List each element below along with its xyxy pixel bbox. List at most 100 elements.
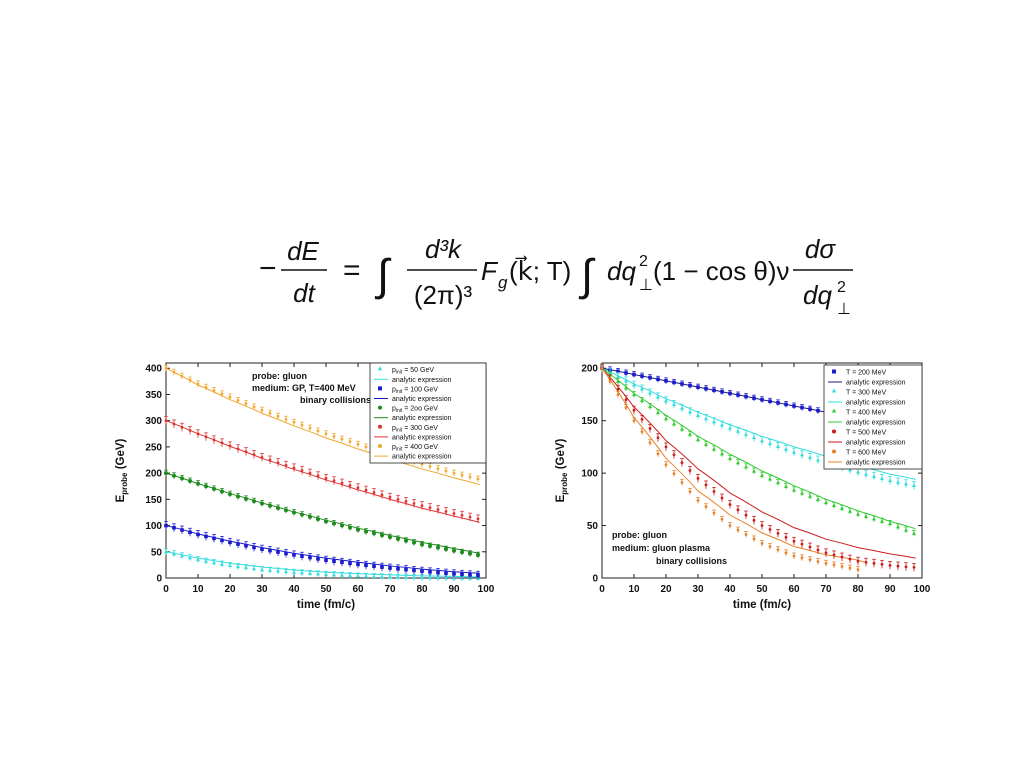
data-point-square [260, 547, 264, 551]
data-point-circle [276, 505, 280, 510]
data-point-triangle [888, 478, 892, 483]
eq-dq: dq [607, 256, 636, 286]
data-point-dot [880, 562, 884, 566]
eq-lhs-numerator: dE [287, 236, 319, 266]
data-point-circle [212, 486, 216, 491]
data-point-circle [476, 553, 480, 558]
data-point-triangle [172, 551, 176, 556]
data-point-dot [912, 565, 916, 569]
data-point-triangle [808, 455, 812, 459]
data-point-triangle [856, 511, 860, 516]
data-point-dot [180, 374, 184, 378]
data-point-dot [300, 423, 304, 427]
legend-points-label-5: T = 600 MeV [846, 450, 886, 457]
x-tick-label: 90 [448, 584, 460, 595]
legend-p-subscript: init [396, 427, 403, 433]
data-point-dot [640, 430, 644, 434]
eq-integral-1: ∫ [374, 251, 392, 300]
legend-points-label-2: T = 300 MeV [846, 390, 886, 397]
annotation-2: medium: GP, T=400 MeV [252, 383, 356, 393]
legend-points-label-1: pinit = 50 GeV [392, 367, 434, 376]
data-point-dot [688, 490, 692, 493]
data-point-dot [276, 461, 280, 465]
data-point-circle [332, 521, 336, 526]
legend-curve-label-5: analytic expression [846, 460, 906, 467]
legend-marker-triangle [377, 366, 383, 371]
data-point-square [744, 394, 748, 399]
legend-p-symbol: p [392, 367, 396, 374]
legend-p-value: = 400 GeV [402, 444, 438, 451]
data-point-triangle [816, 457, 820, 462]
data-point-dot [832, 553, 836, 557]
data-point-triangle [704, 416, 708, 421]
data-point-triangle [348, 573, 352, 578]
data-point-square [776, 401, 780, 405]
legend-points-label-3: T = 400 MeV [846, 410, 886, 417]
data-point-circle [468, 551, 472, 556]
data-point-circle [396, 536, 400, 541]
data-point-dot [824, 561, 828, 565]
data-point-circle [404, 538, 408, 543]
data-point-triangle [696, 413, 700, 418]
data-point-triangle [300, 570, 304, 575]
data-point-triangle [632, 392, 636, 397]
data-point-dot [188, 378, 192, 382]
data-point-circle [372, 531, 376, 536]
data-point-triangle [728, 456, 732, 461]
data-point-dot [840, 555, 844, 559]
data-point-dot [752, 518, 756, 522]
eq-lhs-denominator: dt [293, 278, 316, 308]
data-point-triangle [356, 573, 360, 578]
data-point-circle [268, 503, 272, 508]
data-point-dot [396, 497, 400, 501]
eq-fg: F [481, 256, 499, 286]
y-tick-label: 150 [581, 416, 598, 427]
data-point-square [172, 525, 176, 530]
eq-dq-sup: 2 [639, 253, 648, 270]
data-point-dot [228, 395, 232, 399]
data-point-dot [848, 557, 852, 561]
legend-p-value: = 300 GeV [402, 425, 438, 432]
legend-p-value: = 50 GeV [402, 367, 434, 374]
data-point-circle [452, 548, 456, 553]
data-point-square [332, 559, 336, 564]
data-point-triangle [188, 555, 192, 560]
y-tick-label: 200 [581, 364, 598, 375]
data-point-triangle [840, 506, 844, 510]
data-point-dot [856, 568, 860, 572]
data-point-circle [220, 489, 224, 494]
analytic-curve-4 [601, 367, 916, 559]
legend-marker-dot [378, 444, 382, 448]
data-point-triangle [648, 390, 652, 395]
data-point-circle [436, 545, 440, 550]
data-point-triangle [404, 575, 408, 579]
legend-curve-label-3: analytic expression [846, 420, 906, 427]
data-point-triangle [784, 484, 788, 488]
legend-p-subscript: init [396, 370, 403, 376]
data-point-square [460, 572, 464, 577]
data-point-dot [212, 438, 216, 442]
data-point-triangle [180, 553, 184, 558]
data-point-dot [260, 408, 264, 412]
data-point-square [244, 543, 248, 548]
y-axis-label: Eprobe (GeV) [555, 438, 569, 502]
data-point-dot [632, 419, 636, 423]
data-point-square [792, 404, 796, 408]
analytic-curve-3 [165, 472, 480, 554]
legend-p-value: = 2oo GeV [402, 406, 438, 413]
data-point-dot [308, 426, 312, 430]
y-tick-label: 100 [145, 521, 162, 532]
data-point-dot [460, 513, 464, 517]
data-point-dot [244, 450, 248, 454]
data-point-dot [864, 560, 868, 564]
data-point-triangle [236, 564, 240, 569]
data-point-dot [696, 476, 700, 480]
data-point-triangle [888, 521, 892, 526]
data-point-square [268, 548, 272, 553]
data-point-triangle [904, 481, 908, 486]
data-point-dot [172, 422, 176, 426]
data-point-dot [776, 532, 780, 535]
annotation-2: medium: gluon plasma [612, 543, 711, 553]
data-point-square [356, 562, 360, 567]
data-point-dot [292, 466, 296, 470]
